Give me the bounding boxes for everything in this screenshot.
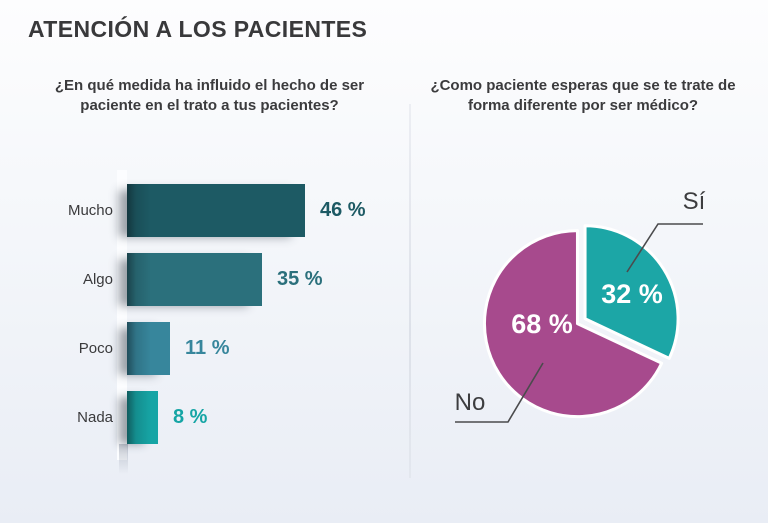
bar-row-algo: Algo 35 %	[0, 253, 410, 306]
page-title: ATENCIÓN A LOS PACIENTES	[28, 16, 368, 42]
pie-leader-line-no	[455, 362, 544, 423]
bar-category-label: Algo	[82, 271, 113, 288]
bar-value-label: 46 %	[320, 199, 366, 221]
bar-chart-question: ¿En qué medida ha influido el hecho de s…	[54, 77, 365, 114]
pie-chart	[455, 223, 703, 423]
bar-chart: Mucho 46 % Algo 35 % Poco 11 % Nada 8 %	[0, 184, 410, 460]
bar-row-poco: Poco 11 %	[0, 322, 410, 375]
bar-chart-axis	[117, 170, 127, 460]
bar-value-label: 35 %	[277, 268, 323, 290]
pie-value-no: 68 %	[511, 309, 573, 339]
pie-label-no: No	[454, 389, 486, 416]
pie-value-si: 32 %	[601, 279, 663, 309]
panel-divider	[409, 104, 411, 478]
bar-nada	[127, 391, 158, 444]
bar-chart-axis-shadow	[119, 444, 128, 474]
bar-category-label: Nada	[77, 409, 113, 426]
bar-category-label: Poco	[78, 340, 113, 357]
bar-category-label: Mucho	[67, 202, 113, 219]
pie-slice-no	[483, 229, 664, 419]
pie-slices	[483, 224, 680, 419]
pie-label-si: Sí	[682, 188, 706, 215]
bar-value-label: 8 %	[173, 406, 208, 428]
pie-leader-line-si	[626, 223, 703, 273]
pie-slice-si	[583, 224, 680, 360]
bar-value-label: 11 %	[185, 337, 230, 359]
bar-row-nada: Nada 8 %	[0, 391, 410, 444]
bar-poco	[127, 322, 170, 375]
bar-row-mucho: Mucho 46 %	[0, 184, 410, 237]
bar-algo	[127, 253, 262, 306]
bar-mucho	[127, 184, 305, 237]
pie-chart-question: ¿Como paciente esperas que se te trate d…	[430, 77, 736, 114]
